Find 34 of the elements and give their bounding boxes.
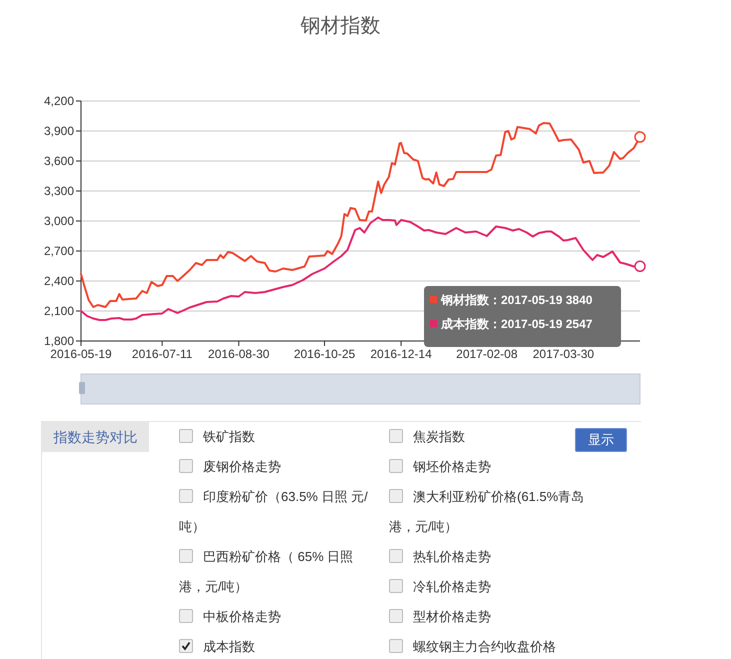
- x-tick-label: 2016-10-25: [294, 347, 356, 361]
- category-label: 成本指数: [202, 638, 256, 656]
- category-label: 螺纹钢主力合约收盘价格: [412, 638, 557, 656]
- x-tick-label: 2016-05-19: [50, 347, 112, 361]
- annotation: 钢材指数：2017-05-19 3840: [440, 293, 593, 307]
- x-tick-label: 2016-08-30: [208, 347, 270, 361]
- x-tick-label: 2016-12-14: [370, 347, 432, 361]
- category-label: 热轧价格走势: [412, 548, 492, 566]
- y-tick-label: 2,400: [44, 274, 74, 288]
- y-tick-label: 2,700: [44, 244, 74, 258]
- category-label: 型材价格走势: [412, 608, 492, 626]
- y-tick-label: 3,600: [44, 154, 74, 168]
- chart-title: 钢材指数: [300, 15, 380, 37]
- category-label: 中板价格走势: [202, 608, 282, 626]
- category-label: 冷轧价格走势: [412, 578, 492, 596]
- text: 指数走势对比: [42, 422, 149, 452]
- category-label: 焦炭指数: [412, 428, 466, 446]
- y-tick-label: 3,000: [44, 214, 74, 228]
- category-label: 钢坯价格走势: [412, 458, 492, 476]
- x-tick-label: 2017-02-08: [456, 347, 518, 361]
- y-tick-label: 3,900: [44, 124, 74, 138]
- x-tick-label: 2017-03-30: [532, 347, 594, 361]
- x-tick-label: 2016-07-11: [132, 347, 193, 361]
- y-tick-label: 2,100: [44, 304, 74, 318]
- y-tick-label: 4,200: [44, 94, 74, 108]
- y-tick-label: 1,800: [44, 334, 74, 348]
- category-label: 印度粉矿价（63.5% 日照 元/吨）: [179, 488, 369, 536]
- category-label: 废钢价格走势: [202, 458, 282, 476]
- annotation: 成本指数：2017-05-19 2547: [440, 317, 593, 331]
- category-label: 巴西粉矿价格（ 65% 日照港，元/吨）: [179, 548, 354, 596]
- category-label: 澳大利亚粉矿价格(61.5%青岛港，元/吨）: [389, 488, 586, 536]
- y-tick-label: 3,300: [44, 184, 74, 198]
- category-label: 铁矿指数: [202, 428, 256, 446]
- text: 显示: [575, 428, 627, 452]
